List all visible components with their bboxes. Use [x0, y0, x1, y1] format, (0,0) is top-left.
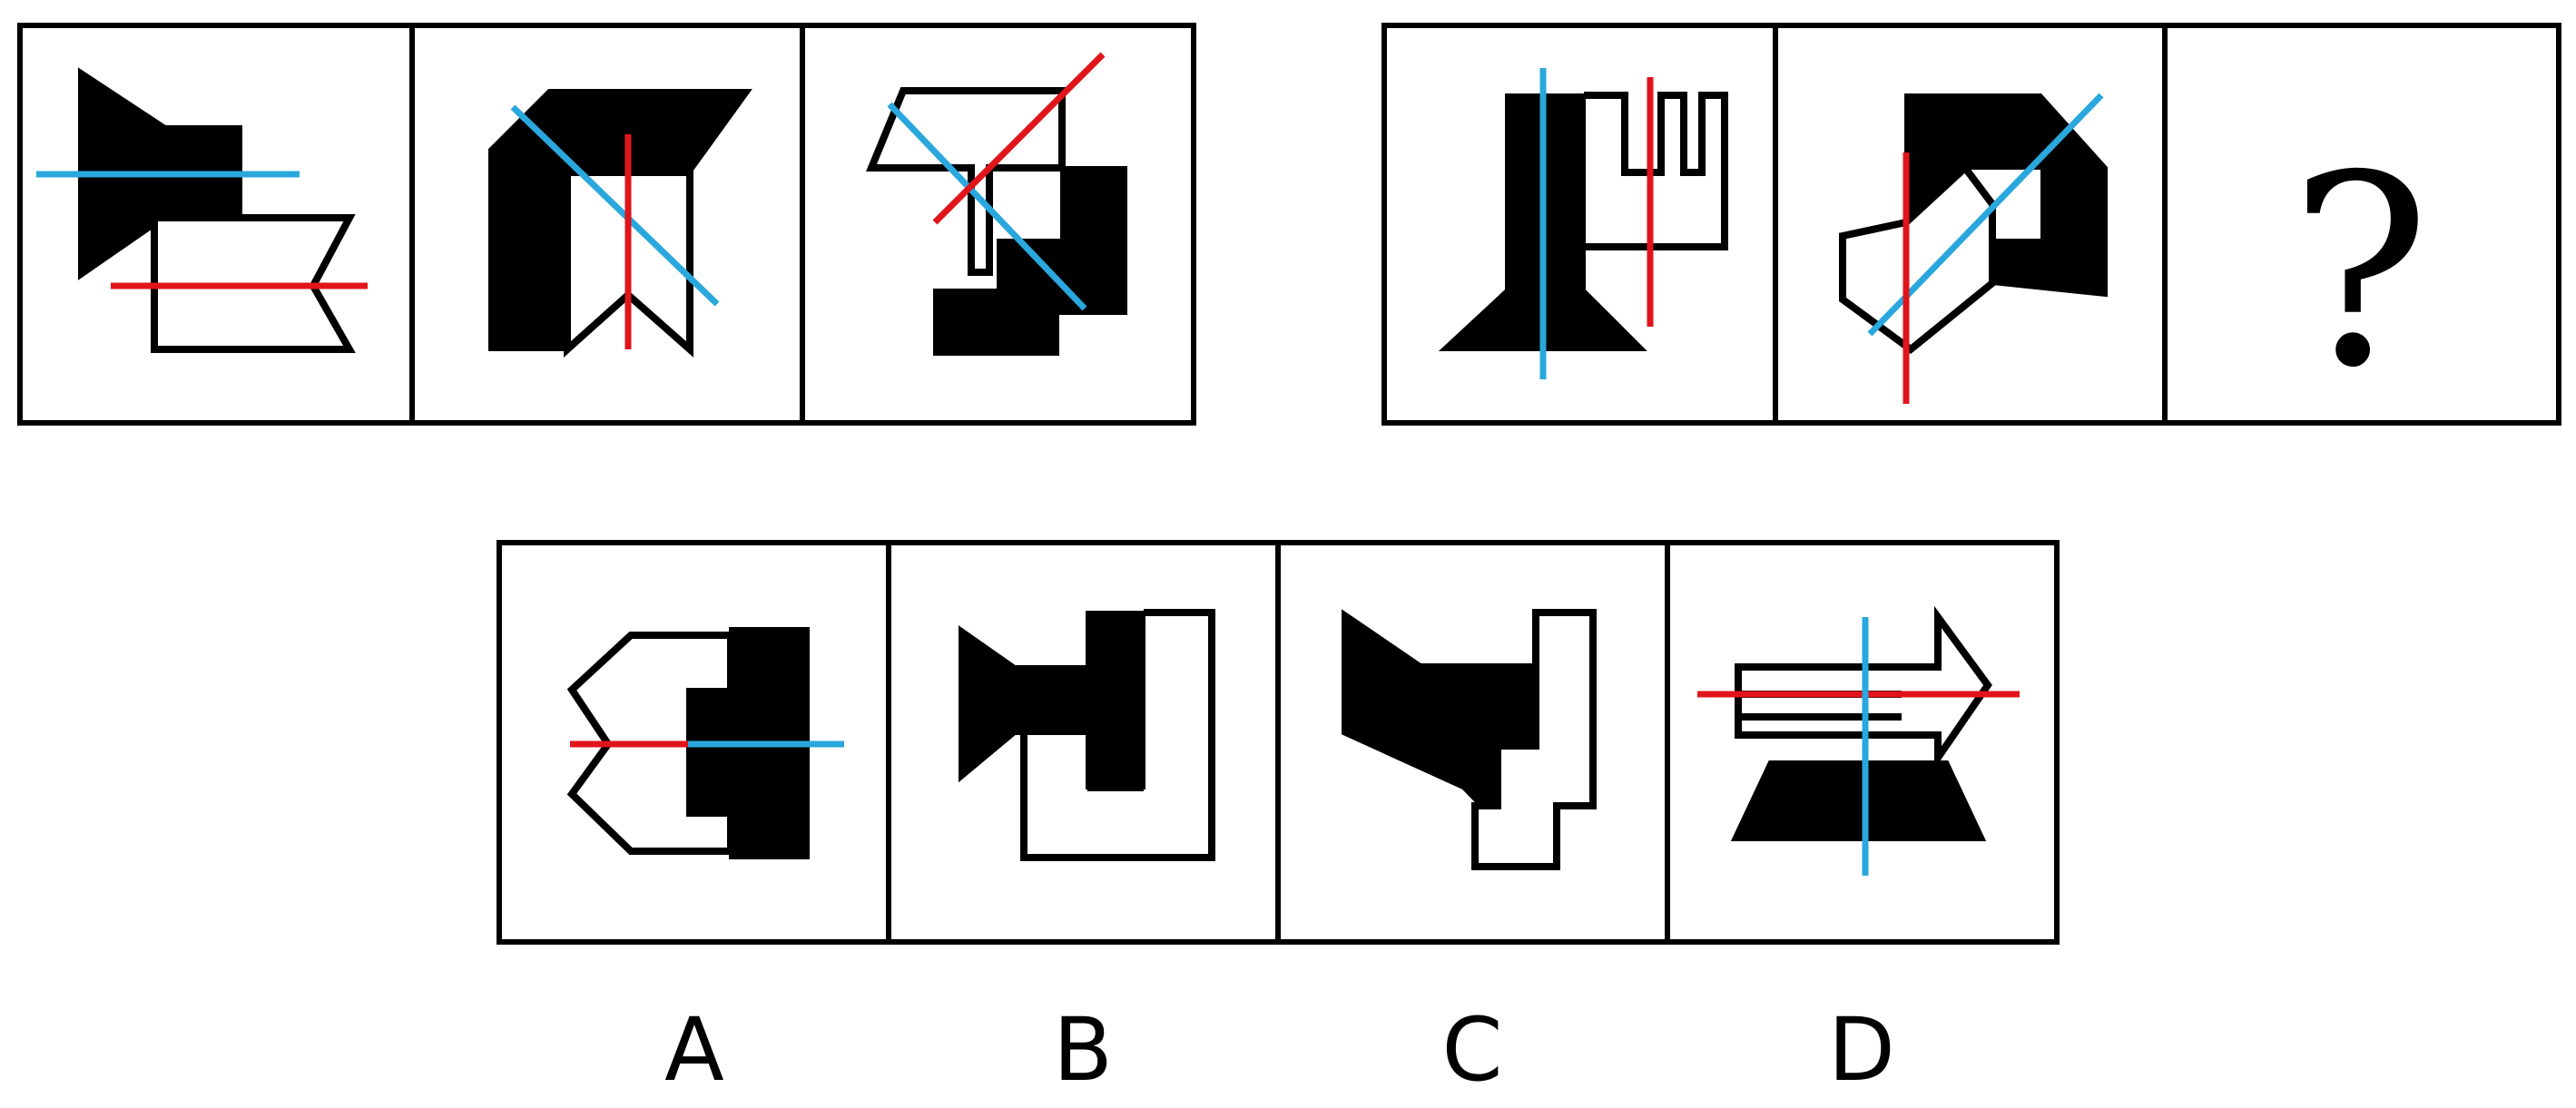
- option-label-a[interactable]: A: [664, 999, 724, 1101]
- black-shape: [933, 166, 1127, 356]
- option-label-b[interactable]: B: [1053, 999, 1113, 1101]
- group-2: ?: [1381, 23, 2561, 426]
- option-c-figure[interactable]: [1342, 609, 1597, 870]
- group-1-figure-3: [866, 52, 1127, 356]
- group-2-frame: [1381, 23, 2561, 426]
- group-1-figure-1: [36, 67, 368, 353]
- group-2-figure-1: [1438, 68, 1728, 379]
- white-shape: [1471, 609, 1597, 870]
- white-shape: [1839, 162, 1996, 355]
- symmetry-axis-red: [932, 52, 1106, 225]
- option-label-d[interactable]: D: [1828, 999, 1895, 1101]
- black-shape: [959, 611, 1145, 789]
- group-1-figure-2: [488, 89, 752, 358]
- option-label-c[interactable]: C: [1441, 999, 1502, 1101]
- option-b-figure[interactable]: [959, 609, 1215, 861]
- group-2-figure-2: [1839, 93, 2108, 404]
- option-a-figure[interactable]: [566, 627, 844, 859]
- question-cell: ?: [2289, 120, 2430, 426]
- question-mark: ?: [2289, 120, 2430, 426]
- symmetry-axis-blue: [887, 102, 1087, 311]
- group-1: [17, 23, 1196, 426]
- option-d-figure[interactable]: [1697, 605, 2020, 876]
- white-shape: [1020, 609, 1215, 861]
- options-strip: A B C D: [497, 540, 2060, 1101]
- black-shape: [1730, 760, 1987, 841]
- group-1-frame: [17, 23, 1196, 426]
- symmetry-axis-blue: [510, 104, 720, 307]
- white-shape: [1584, 92, 1728, 250]
